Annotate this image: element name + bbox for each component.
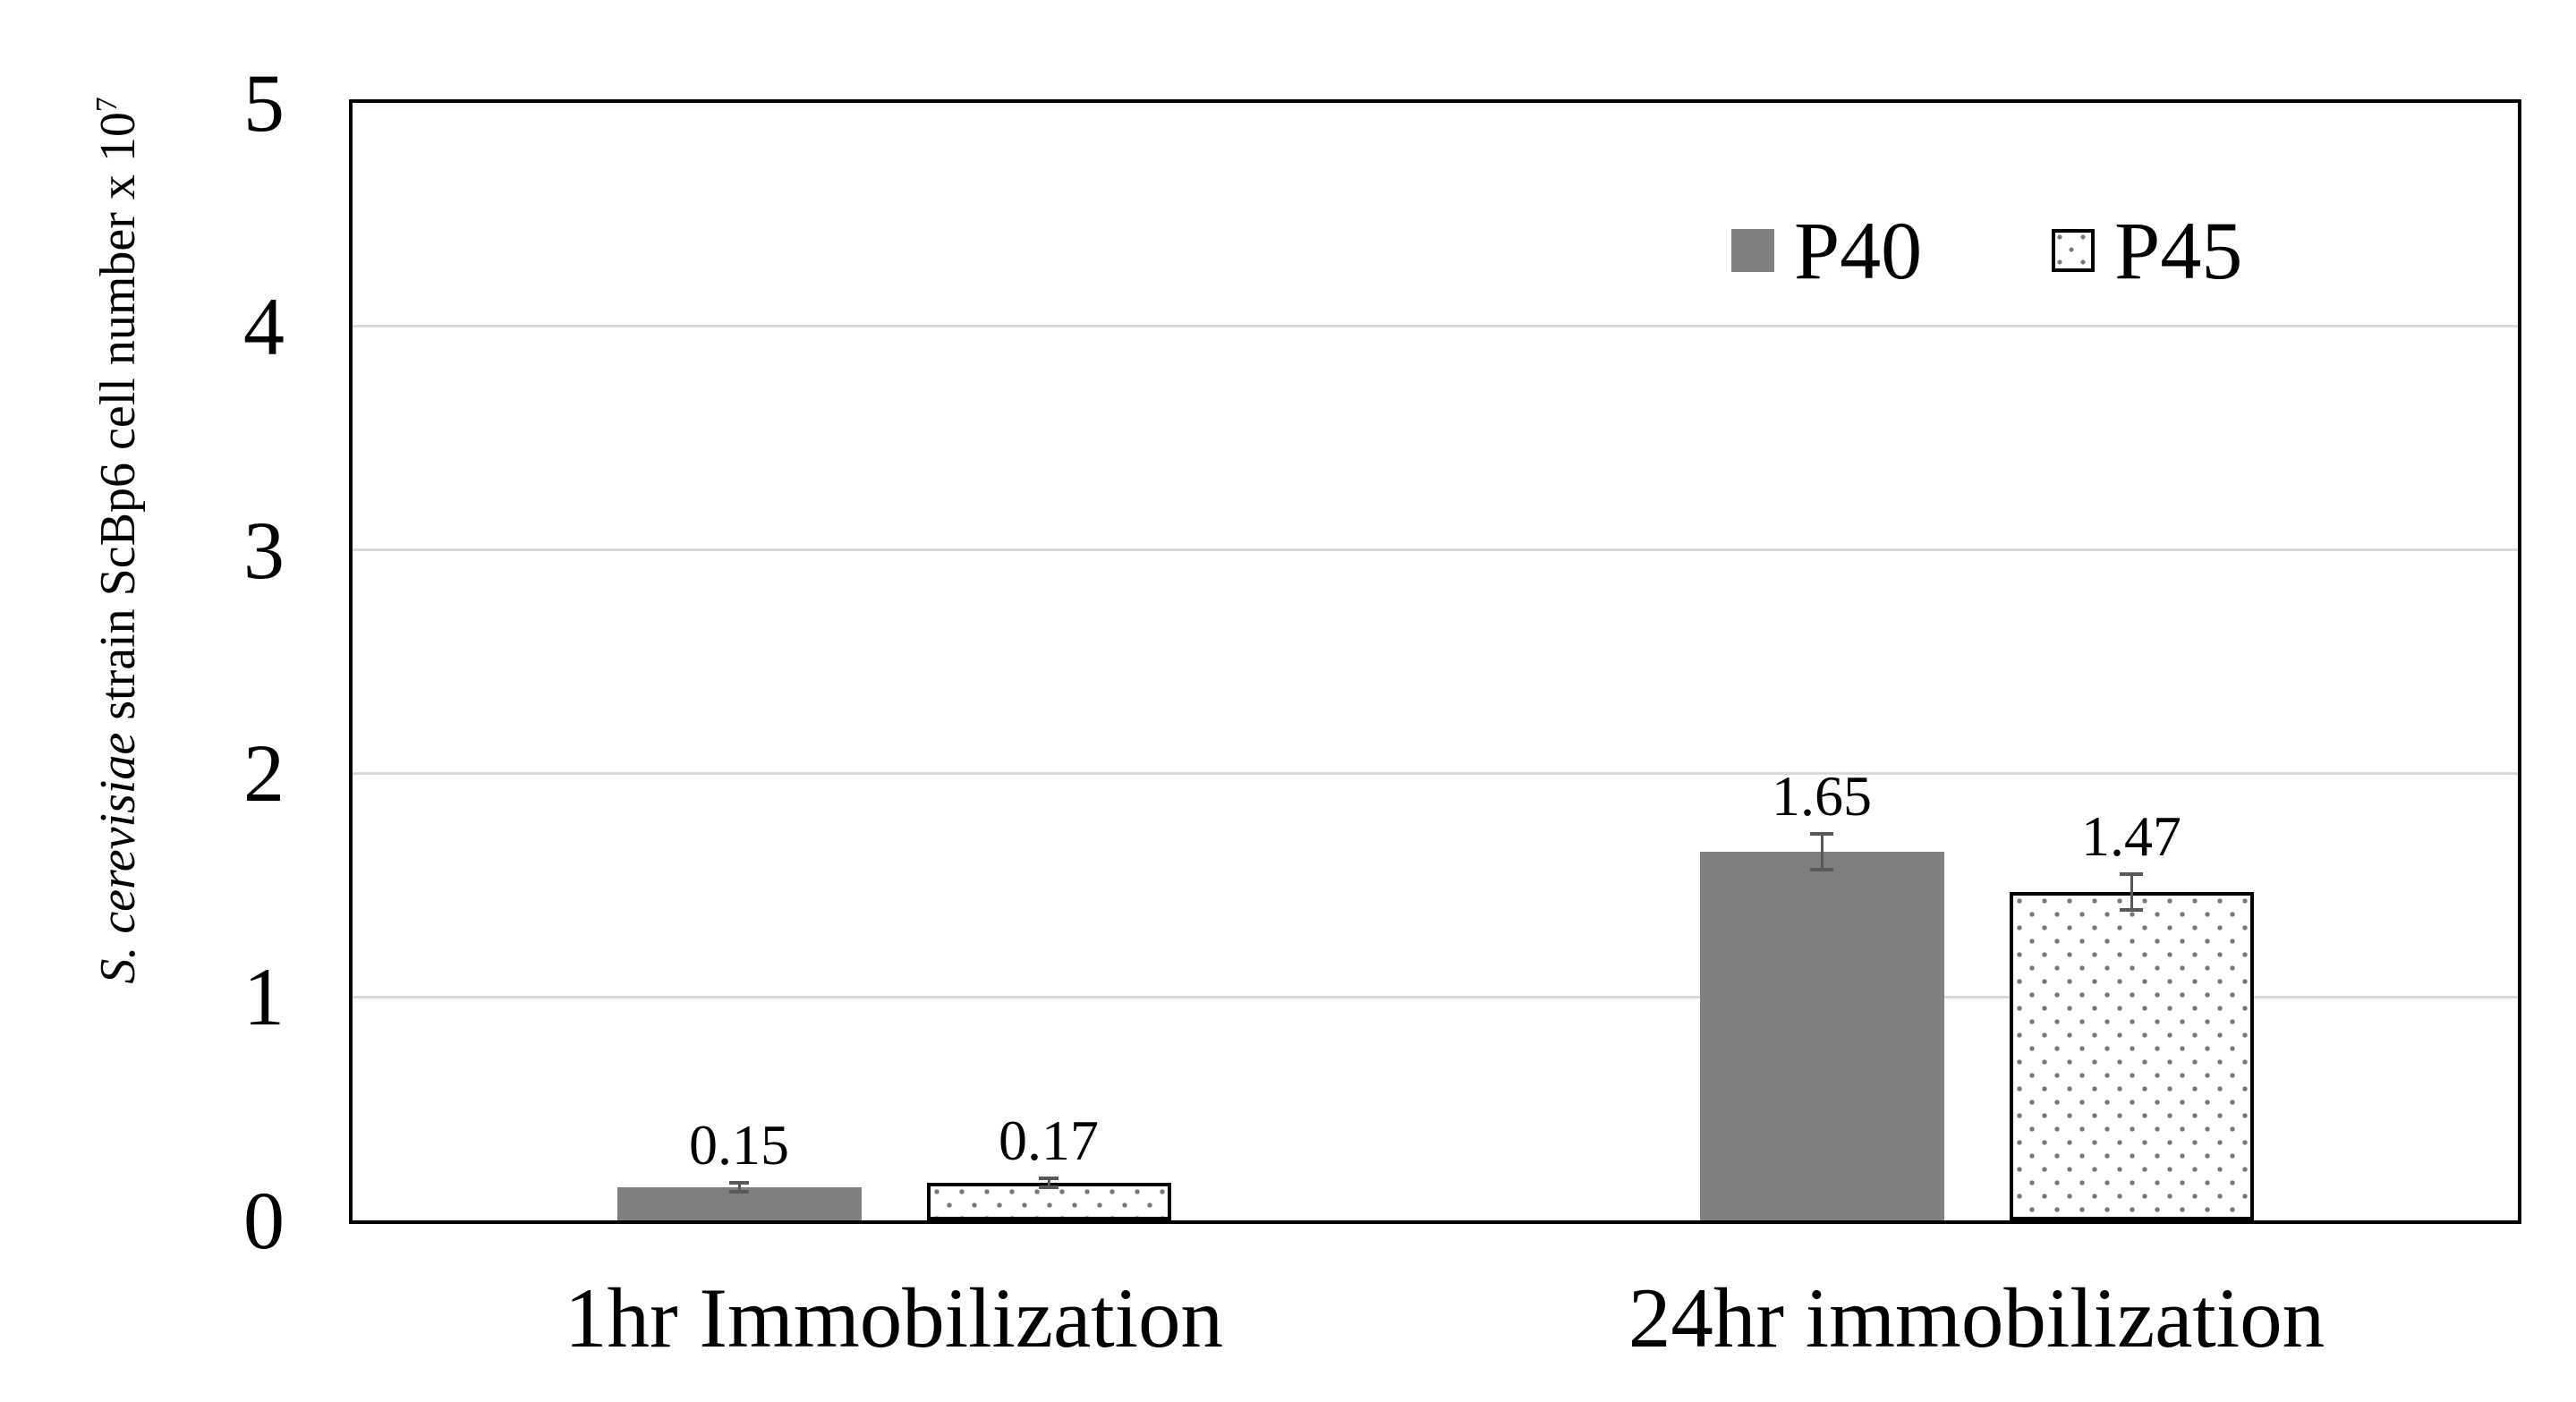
legend-swatch-p40	[1731, 229, 1774, 272]
error-bar-stem-p45-cat1	[2130, 873, 2133, 910]
gridline-y1	[353, 995, 2518, 998]
y-tick-label-3: 3	[243, 504, 285, 596]
bar-p45-cat0	[926, 1182, 1171, 1220]
error-bar-cap-bottom-p45-cat1	[2120, 907, 2143, 912]
error-bar-cap-top-p45-cat1	[2120, 871, 2143, 876]
data-label-p40-cat1: 1.65	[1772, 763, 1872, 828]
y-tick-label-4: 4	[243, 280, 285, 372]
legend-label-p45: P45	[2114, 205, 2243, 296]
data-label-p45-cat0: 0.17	[999, 1108, 1099, 1172]
data-label-p45-cat1: 1.47	[2081, 803, 2181, 868]
y-tick-label-1: 1	[243, 951, 285, 1043]
data-label-p40-cat0: 0.15	[689, 1112, 789, 1177]
gridline-y3	[353, 548, 2518, 552]
bar-p40-cat1	[1699, 851, 1944, 1220]
error-bar-stem-p40-cat1	[1820, 833, 1824, 870]
y-tick-label-2: 2	[243, 727, 285, 820]
error-bar-cap-top-p40-cat1	[1810, 831, 1833, 836]
error-bar-stem-p40-cat0	[737, 1182, 741, 1192]
gridline-y2	[353, 771, 2518, 775]
y-tick-label-5: 5	[243, 57, 285, 149]
error-bar-cap-top-p40-cat0	[729, 1180, 749, 1185]
legend-item-p40: P40	[1731, 209, 1922, 292]
error-bar-cap-bottom-p40-cat1	[1810, 867, 1833, 871]
error-bar-cap-top-p45-cat0	[1039, 1176, 1058, 1180]
error-bar-cap-bottom-p45-cat0	[1039, 1185, 1058, 1189]
y-axis-title-rest: strain ScBp6 cell number x 10	[89, 112, 146, 733]
bar-p45-cat1	[2009, 891, 2254, 1220]
legend-swatch-p45	[2052, 229, 2096, 272]
legend: P40 P45	[1731, 209, 2242, 292]
x-category-label-0: 1hr Immobilization	[564, 1270, 1224, 1365]
y-tick-label-0: 0	[243, 1175, 285, 1266]
x-category-label-1: 24hr immobilization	[1628, 1270, 2325, 1365]
gridline-y4	[353, 325, 2518, 328]
legend-label-p40: P40	[1794, 205, 1923, 296]
error-bar-cap-bottom-p40-cat0	[729, 1189, 749, 1194]
legend-item-p45: P45	[2052, 209, 2242, 292]
error-bar-stem-p45-cat0	[1047, 1177, 1050, 1187]
